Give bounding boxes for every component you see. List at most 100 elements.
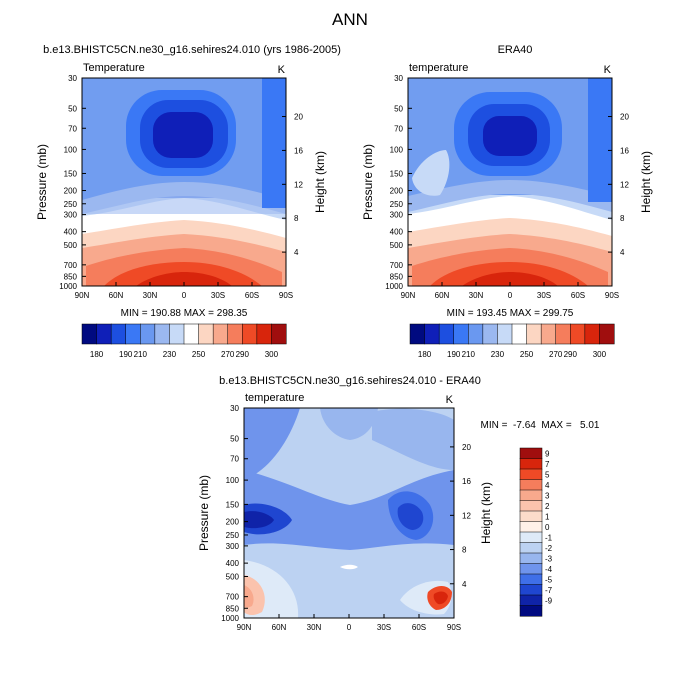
colorbar-swatch bbox=[271, 323, 287, 345]
y-tick-label: 50 bbox=[230, 435, 239, 444]
x-tick-label: 0 bbox=[508, 291, 513, 300]
colorbar-swatch bbox=[526, 323, 542, 345]
colorbar-label: -7 bbox=[545, 586, 553, 595]
y-tick-label: 150 bbox=[390, 169, 404, 178]
colorbar-label: 190 bbox=[119, 350, 133, 359]
panel-era40-ylabel: Pressure (mb) bbox=[361, 144, 375, 220]
colorbar-label: 270 bbox=[549, 350, 563, 359]
y-tick-label: 30 bbox=[230, 404, 239, 413]
colorbar-swatch bbox=[519, 510, 543, 523]
panel-model-units: K bbox=[278, 64, 286, 76]
colorbar-swatch bbox=[256, 323, 272, 345]
colorbar-label: 7 bbox=[545, 460, 550, 469]
y-tick-label: 1000 bbox=[385, 282, 403, 291]
y-tick-label: 700 bbox=[64, 261, 78, 270]
x-tick-label: 90N bbox=[401, 291, 416, 300]
y-tick-label: 50 bbox=[68, 104, 77, 113]
field-region bbox=[244, 585, 254, 608]
panel-diff-axes: 305070100150200250300400500700850100090N… bbox=[221, 404, 471, 632]
colorbar-swatch bbox=[570, 323, 586, 345]
y-tick-label: 150 bbox=[226, 500, 240, 509]
colorbar-label: 290 bbox=[236, 350, 250, 359]
field-region bbox=[372, 408, 454, 470]
x-tick-label: 90N bbox=[237, 623, 252, 632]
y-tick-label: 30 bbox=[394, 74, 403, 83]
colorbar-swatch bbox=[519, 489, 543, 502]
panel-era40-title: ERA40 bbox=[498, 44, 533, 56]
y-tick-label: 200 bbox=[64, 187, 78, 196]
y2-tick-label: 8 bbox=[294, 214, 299, 223]
x-tick-label: 0 bbox=[182, 291, 187, 300]
x-tick-label: 60N bbox=[109, 291, 124, 300]
y2-tick-label: 4 bbox=[294, 248, 299, 257]
y2-tick-label: 8 bbox=[462, 546, 467, 555]
y2-tick-label: 16 bbox=[620, 146, 629, 155]
x-tick-label: 30N bbox=[469, 291, 484, 300]
colorbar-label: 230 bbox=[163, 350, 177, 359]
panel-model-y2label: Height (km) bbox=[313, 151, 327, 213]
colorbar-swatch bbox=[183, 323, 200, 345]
field-region bbox=[136, 272, 232, 286]
page-title: ANN bbox=[332, 10, 368, 29]
y-tick-label: 150 bbox=[64, 169, 78, 178]
y-tick-label: 400 bbox=[226, 559, 240, 568]
colorbar-swatch bbox=[519, 573, 543, 586]
colorbar-label: 300 bbox=[265, 350, 279, 359]
panel-model-colorbar: 180 190 210 230 250 270 290 300 bbox=[81, 323, 287, 359]
panel-diff-ylabel: Pressure (mb) bbox=[197, 475, 211, 551]
panel-diff-title: b.e13.BHISTC5CN.ne30_g16.sehires24.010 -… bbox=[219, 375, 481, 387]
colorbar-label: 0 bbox=[545, 523, 550, 532]
colorbar-label: -3 bbox=[545, 554, 553, 563]
y-tick-label: 300 bbox=[64, 211, 78, 220]
y-tick-label: 100 bbox=[64, 145, 78, 154]
field-region bbox=[588, 78, 612, 202]
y-tick-label: 300 bbox=[226, 542, 240, 551]
y-tick-label: 850 bbox=[390, 272, 404, 281]
x-tick-label: 90S bbox=[605, 291, 619, 300]
y-tick-label: 1000 bbox=[221, 614, 239, 623]
colorbar-label: 250 bbox=[192, 350, 206, 359]
colorbar-label: 230 bbox=[491, 350, 505, 359]
colorbar-swatch bbox=[125, 323, 141, 345]
panel-model-left-title: Temperature bbox=[83, 62, 145, 74]
x-tick-label: 30S bbox=[211, 291, 225, 300]
y-tick-label: 70 bbox=[394, 124, 403, 133]
x-tick-label: 60S bbox=[245, 291, 259, 300]
colorbar-swatch bbox=[212, 323, 229, 345]
colorbar-swatch bbox=[140, 323, 156, 345]
field-region bbox=[262, 78, 286, 208]
x-tick-label: 30N bbox=[143, 291, 158, 300]
x-tick-label: 0 bbox=[347, 623, 352, 632]
y2-tick-label: 8 bbox=[620, 214, 625, 223]
colorbar-label: -2 bbox=[545, 544, 553, 553]
x-tick-label: 90S bbox=[279, 291, 293, 300]
panel-diff-contours bbox=[244, 408, 454, 618]
colorbar-swatch bbox=[227, 323, 243, 345]
y2-tick-label: 20 bbox=[462, 443, 471, 452]
colorbar-label: 9 bbox=[545, 449, 550, 458]
panel-era40-contours bbox=[408, 78, 612, 286]
colorbar-swatch bbox=[497, 323, 513, 345]
panel-model-axes: 305070100150200250300400500700850100090N… bbox=[59, 74, 303, 300]
panel-model-ylabel: Pressure (mb) bbox=[35, 144, 49, 220]
colorbar-swatch bbox=[519, 521, 543, 533]
panel-diff-left-title: temperature bbox=[245, 392, 304, 404]
colorbar-swatch bbox=[468, 323, 484, 345]
colorbar-label: 250 bbox=[520, 350, 534, 359]
panel-model-contours bbox=[82, 78, 286, 286]
colorbar-label: 1 bbox=[545, 512, 550, 521]
panel-era40-colorbar: 180 190 210 230 250 270 290 300 bbox=[409, 323, 615, 359]
panel-era40-y2label: Height (km) bbox=[639, 151, 653, 213]
field-region bbox=[320, 408, 378, 440]
field-region bbox=[412, 150, 450, 196]
panel-diff: b.e13.BHISTC5CN.ne30_g16.sehires24.010 -… bbox=[197, 375, 600, 632]
colorbar-label: 180 bbox=[90, 350, 104, 359]
field-region bbox=[462, 272, 558, 286]
colorbar-swatch bbox=[584, 323, 600, 345]
x-tick-label: 30S bbox=[377, 623, 391, 632]
colorbar-swatch bbox=[519, 594, 543, 607]
x-tick-label: 60N bbox=[435, 291, 450, 300]
panel-model-title: b.e13.BHISTC5CN.ne30_g16.sehires24.010 (… bbox=[43, 44, 341, 56]
colorbar-swatch bbox=[599, 323, 615, 345]
